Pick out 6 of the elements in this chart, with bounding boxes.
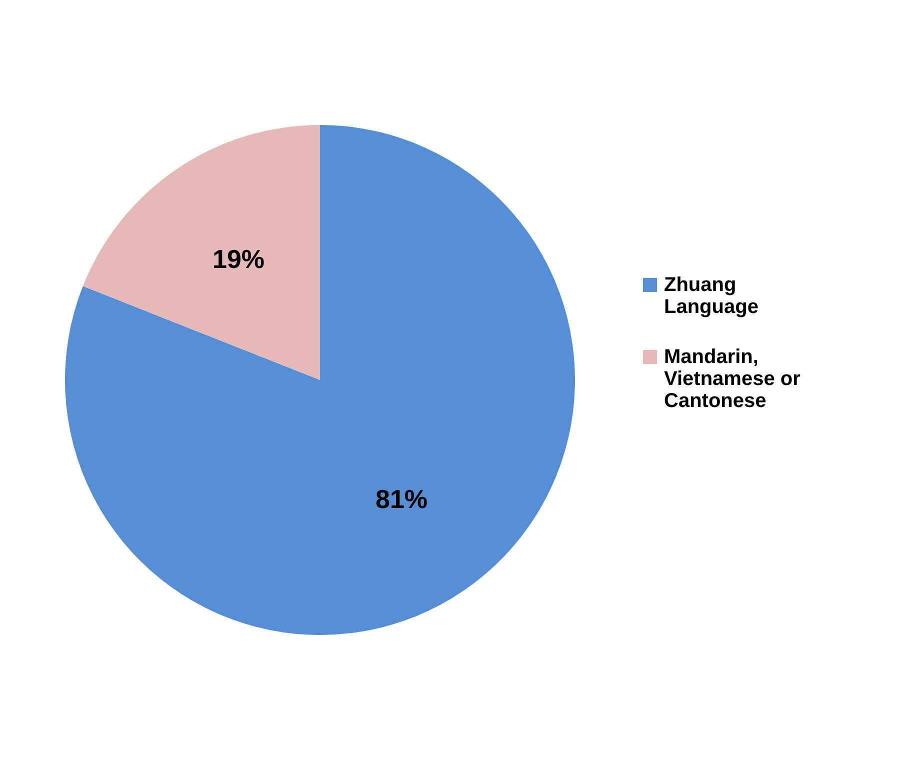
pie-slice <box>82 125 320 380</box>
pie-slice <box>65 125 575 635</box>
legend-label: Mandarin, Vietnamese or Cantonese <box>664 346 801 412</box>
data-label: 19% <box>212 244 265 274</box>
legend-label: Zhuang Language <box>664 274 758 318</box>
data-label: 81% <box>375 484 428 514</box>
